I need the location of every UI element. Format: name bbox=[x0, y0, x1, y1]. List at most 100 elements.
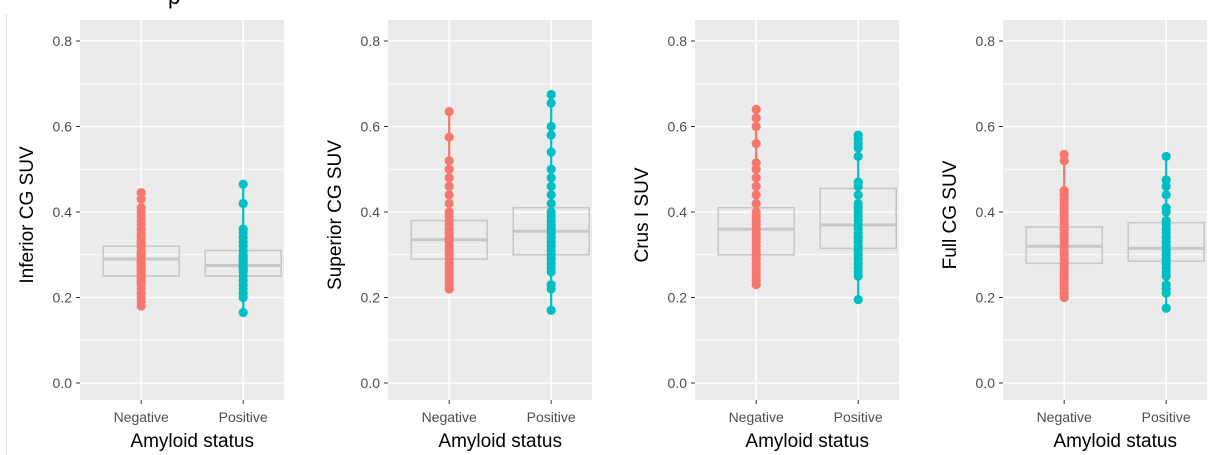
data-point-negative bbox=[136, 301, 146, 311]
data-point-positive bbox=[853, 143, 863, 153]
data-point-positive bbox=[1161, 271, 1171, 281]
y-tick-label: 0.4 bbox=[361, 204, 381, 220]
y-tick-label: 0.0 bbox=[361, 375, 381, 391]
panel-background bbox=[1003, 20, 1207, 400]
data-point-positive bbox=[238, 307, 248, 318]
data-point-negative bbox=[444, 190, 454, 200]
x-axis-title: Amyloid status bbox=[438, 431, 562, 452]
data-point-negative bbox=[444, 173, 454, 183]
data-point-positive bbox=[1161, 151, 1171, 162]
data-point-negative bbox=[751, 121, 761, 132]
data-point-negative bbox=[751, 158, 761, 168]
data-point-negative bbox=[751, 181, 761, 191]
data-point-negative bbox=[1059, 292, 1069, 303]
chart-panel-3: 0.0 0.2 0.4 0.6 0.8 Negative Positive Amyloid s… bbox=[632, 20, 899, 452]
y-axis-title: Superior CG SUV bbox=[325, 140, 346, 290]
y-tick-label: 0.2 bbox=[53, 290, 73, 306]
data-point-negative bbox=[751, 280, 761, 290]
data-point-positive bbox=[546, 190, 556, 200]
data-point-positive bbox=[546, 305, 556, 315]
y-axis-title: Crus I SUV bbox=[632, 167, 653, 262]
x-tick-label: Positive bbox=[527, 409, 576, 425]
y-tick-label: 0.6 bbox=[361, 119, 381, 135]
chart-panel-1: 0.0 0.2 0.4 0.6 0.8 Negative Positive Amyloid s… bbox=[17, 20, 284, 452]
data-point-positive bbox=[1161, 207, 1171, 217]
cropped-header: p bbox=[0, 0, 1225, 10]
x-tick-label: Negative bbox=[1037, 409, 1092, 425]
chart-panel-4: 0.0 0.2 0.4 0.6 0.8 Negative Positive Amyloid s… bbox=[940, 20, 1207, 452]
y-tick-label: 0.6 bbox=[976, 119, 996, 135]
data-point-negative bbox=[751, 164, 761, 174]
y-tick-label: 0.2 bbox=[668, 290, 688, 306]
data-point-negative bbox=[444, 164, 454, 174]
data-point-positive bbox=[853, 190, 863, 200]
data-point-negative bbox=[751, 190, 761, 200]
data-point-positive bbox=[853, 151, 863, 162]
data-point-positive bbox=[1161, 175, 1171, 185]
data-point-positive bbox=[546, 121, 556, 132]
y-tick-label: 0.2 bbox=[361, 290, 381, 306]
data-point-positive bbox=[546, 173, 556, 183]
x-tick-label: Negative bbox=[729, 409, 784, 425]
cropped-header-text: p bbox=[168, 0, 180, 10]
data-point-negative bbox=[444, 181, 454, 191]
data-point-negative bbox=[1059, 156, 1069, 166]
x-tick-label: Positive bbox=[1142, 409, 1191, 425]
y-tick-label: 0.8 bbox=[361, 33, 381, 49]
data-point-positive bbox=[546, 130, 556, 140]
left-border-line bbox=[6, 14, 7, 455]
data-point-positive bbox=[853, 295, 863, 305]
data-point-positive bbox=[238, 179, 248, 189]
data-point-negative bbox=[444, 132, 454, 142]
data-point-negative bbox=[751, 104, 761, 114]
y-tick-label: 0.4 bbox=[668, 204, 688, 220]
data-point-negative bbox=[136, 194, 146, 204]
data-point-positive bbox=[546, 89, 556, 100]
data-point-negative bbox=[444, 106, 454, 117]
y-tick-label: 0.8 bbox=[668, 33, 688, 49]
data-point-negative bbox=[1059, 149, 1069, 159]
x-axis-title: Amyloid status bbox=[745, 431, 869, 452]
y-tick-label: 0.4 bbox=[53, 204, 73, 220]
x-axis-title: Amyloid status bbox=[1053, 431, 1177, 452]
panel-background bbox=[388, 20, 592, 400]
x-tick-label: Negative bbox=[422, 409, 477, 425]
y-tick-label: 0.2 bbox=[976, 290, 996, 306]
data-point-negative bbox=[751, 198, 761, 209]
y-tick-label: 0.8 bbox=[53, 33, 73, 49]
data-point-positive bbox=[546, 147, 556, 157]
chart-panel-2: 0.0 0.2 0.4 0.6 0.8 Negative Positive Amyloid s… bbox=[325, 20, 592, 452]
data-point-positive bbox=[1161, 303, 1171, 313]
data-point-positive bbox=[238, 292, 248, 303]
data-point-positive bbox=[1161, 181, 1171, 191]
data-point-positive bbox=[853, 271, 863, 281]
data-point-positive bbox=[546, 164, 556, 174]
data-point-negative bbox=[751, 139, 761, 149]
data-point-positive bbox=[1161, 288, 1171, 298]
data-point-positive bbox=[853, 181, 863, 191]
data-point-negative bbox=[751, 173, 761, 183]
y-tick-label: 0.6 bbox=[668, 119, 688, 135]
data-point-negative bbox=[444, 156, 454, 166]
data-point-negative bbox=[136, 188, 146, 198]
y-tick-label: 0.8 bbox=[976, 33, 996, 49]
data-point-positive bbox=[546, 198, 556, 209]
x-axis-title: Amyloid status bbox=[130, 431, 254, 452]
data-point-negative bbox=[444, 284, 454, 294]
data-point-negative bbox=[751, 113, 761, 123]
data-point-negative bbox=[444, 198, 454, 209]
data-point-positive bbox=[238, 198, 248, 209]
data-point-positive bbox=[1161, 190, 1171, 200]
y-tick-label: 0.6 bbox=[53, 119, 73, 135]
panel-background bbox=[80, 20, 284, 400]
y-tick-label: 0.4 bbox=[976, 204, 996, 220]
data-point-positive bbox=[546, 98, 556, 108]
data-point-positive bbox=[546, 284, 556, 294]
y-tick-label: 0.0 bbox=[976, 375, 996, 391]
x-tick-label: Positive bbox=[834, 409, 883, 425]
y-axis-title: Full CG SUV bbox=[940, 160, 961, 269]
x-tick-label: Positive bbox=[219, 409, 268, 425]
y-tick-label: 0.0 bbox=[53, 375, 73, 391]
data-point-positive bbox=[546, 181, 556, 191]
